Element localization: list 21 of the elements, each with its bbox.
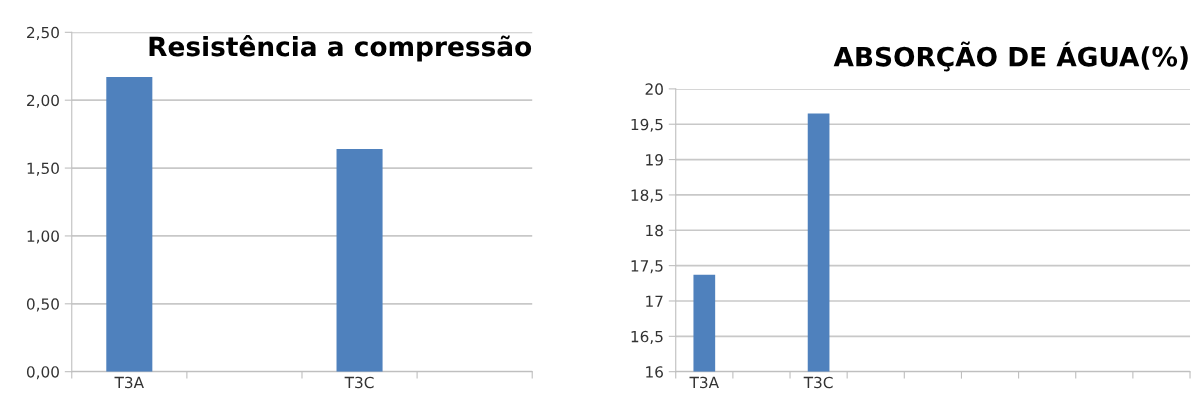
y-tick-label: 20 <box>645 83 663 95</box>
x-tick-label: T3A <box>114 376 144 389</box>
y-tick-label: 19 <box>646 154 663 166</box>
y-tick-label: 18 <box>646 224 663 237</box>
x-tick-label: T3A <box>689 376 719 389</box>
y-tick-label: 17 <box>646 295 663 307</box>
y-tick-label: 1,50 <box>27 162 59 176</box>
y-tick-label: 18,5 <box>631 189 663 203</box>
y-tick-label: 2,00 <box>27 94 59 108</box>
y-tick-label: 2,50 <box>27 26 59 40</box>
y-tick-label: 1,00 <box>27 230 59 244</box>
y-tick-label: 16,5 <box>631 330 663 344</box>
y-tick-label: 0,00 <box>26 366 59 380</box>
y-tick-label: 17,5 <box>631 260 663 274</box>
chart-title: Resistência a compressão <box>149 34 532 62</box>
y-tick-label: 19,5 <box>631 118 663 132</box>
y-tick-label: 0,50 <box>26 298 59 312</box>
chart-title: ABSORÇÃO DE ÁGUA(%) <box>833 41 1188 72</box>
x-tick-label: T3C <box>344 376 374 389</box>
y-tick-label: 16 <box>646 366 663 378</box>
x-tick-label: T3C <box>803 376 833 389</box>
